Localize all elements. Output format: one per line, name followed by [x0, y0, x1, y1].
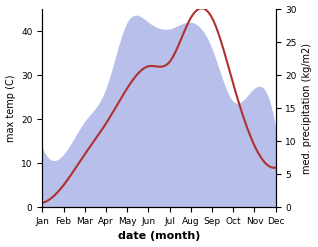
X-axis label: date (month): date (month) — [118, 231, 200, 242]
Y-axis label: med. precipitation (kg/m2): med. precipitation (kg/m2) — [302, 43, 313, 174]
Y-axis label: max temp (C): max temp (C) — [5, 74, 16, 142]
